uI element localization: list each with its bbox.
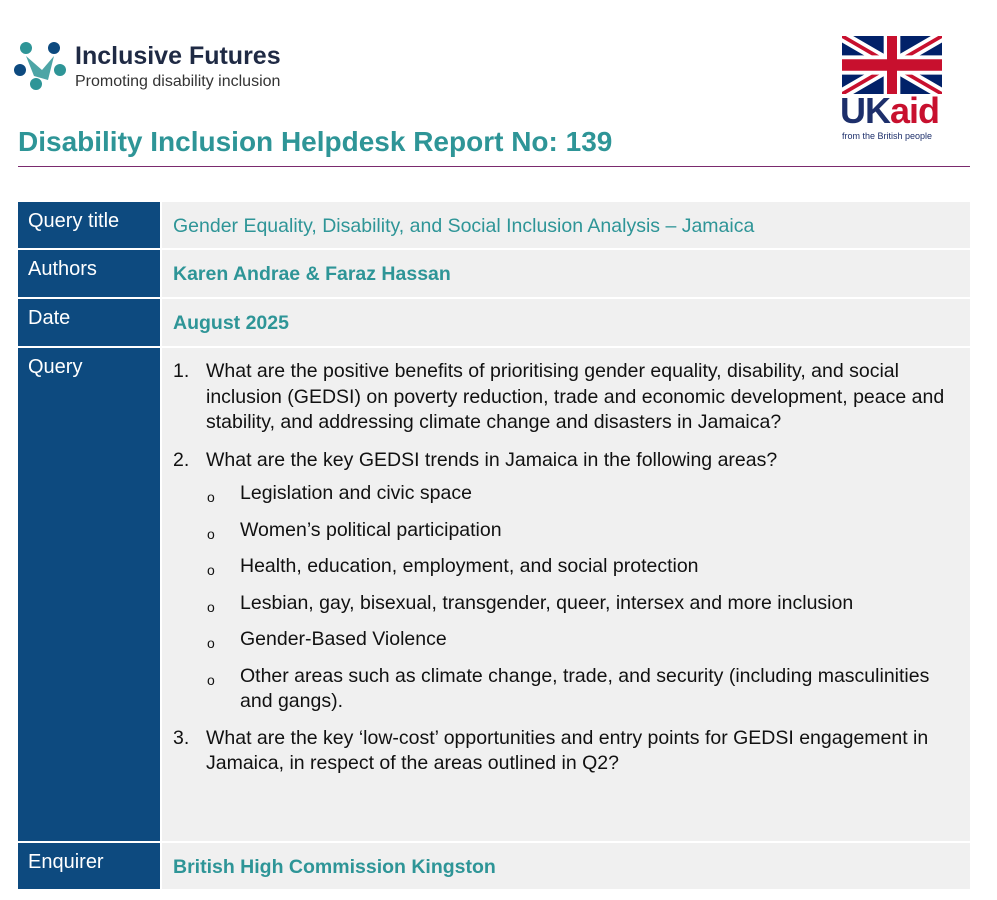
- logo-tagline: Promoting disability inclusion: [75, 73, 281, 90]
- sub-item: o Lesbian, gay, bisexual, transgender, qu…: [207, 591, 959, 621]
- sub-list: o Legislation and civic space o Women’s pol…: [173, 481, 959, 715]
- row: Authors Karen Andrae & Faraz Hassan: [18, 250, 970, 297]
- marker: 2.: [173, 448, 190, 471]
- sub-text: Legislation and civic space: [240, 482, 472, 504]
- sub-item: o Other areas such as climate change, tra…: [207, 664, 959, 715]
- report-title: Disability Inclusion Helpdesk Report No:…: [18, 126, 613, 157]
- sub-text: Women’s political participation: [240, 518, 502, 541]
- query-list: 1. What are the positive benefits of prio…: [162, 348, 970, 841]
- marker: 3.: [173, 726, 190, 749]
- sub-item: o Legislation and civic space: [207, 481, 959, 511]
- marker: o: [207, 671, 215, 688]
- sub-text: Other areas such as climate change, trad…: [240, 664, 930, 713]
- marker: o: [207, 562, 215, 578]
- row: Query title Gender Equality, Disability, …: [18, 202, 970, 248]
- row-value: August 2025: [162, 299, 970, 346]
- sub-item: o Health, education, employment, and soci…: [207, 554, 959, 584]
- row-label: Date: [18, 299, 160, 346]
- query-text: What are the key ‘low-cost’ opportunitie…: [206, 726, 929, 775]
- row-label: Enquirer: [18, 843, 160, 889]
- query-item: 1. What are the positive benefits of prio…: [173, 359, 959, 436]
- row-label: Query title: [18, 202, 160, 248]
- row: Query 1. What are the positive benefits o…: [18, 348, 970, 841]
- row-value: British High Commission Kingston: [162, 843, 970, 889]
- marker: o: [207, 635, 215, 651]
- logo-name: Inclusive Futures: [75, 42, 281, 70]
- logo-icon: [14, 42, 66, 90]
- ukaid-tagline: from the British people: [842, 131, 933, 141]
- query-text: What are the key GEDSI trends in Jamaica…: [206, 448, 778, 471]
- ukaid-logo: UKaid: [840, 90, 940, 131]
- uk: UK: [840, 90, 891, 131]
- row-value: Gender Equality, Disability, and Social …: [162, 202, 970, 248]
- sub-item: o Gender-Based Violence: [207, 627, 959, 657]
- row: Enquirer British High Commission Kingston: [18, 843, 970, 889]
- marker: o: [207, 598, 215, 615]
- row-label: Query: [18, 348, 160, 841]
- query-item: 2. What are the key GEDSI trends in Jamai…: [173, 448, 959, 474]
- row: Date August 2025: [18, 299, 970, 346]
- marker: o: [207, 525, 215, 542]
- aid: aid: [890, 90, 940, 131]
- sub-text: Health, education, employment, and socia…: [240, 555, 699, 577]
- row-label: Authors: [18, 250, 160, 297]
- marker: o: [207, 489, 215, 505]
- query-text: What are the positive benefits of priori…: [206, 360, 945, 433]
- sub-text: Gender-Based Violence: [240, 628, 447, 650]
- row-value: Karen Andrae & Faraz Hassan: [162, 250, 970, 297]
- query-item: 3. What are the key ‘low-cost’ opportunit…: [173, 726, 959, 777]
- sub-text: Lesbian, gay, bisexual, transgender, que…: [240, 591, 854, 614]
- sub-item: o Women’s political participation: [207, 518, 959, 548]
- divider: [18, 166, 970, 167]
- uk-flag: [842, 36, 942, 94]
- marker: 1.: [173, 360, 190, 382]
